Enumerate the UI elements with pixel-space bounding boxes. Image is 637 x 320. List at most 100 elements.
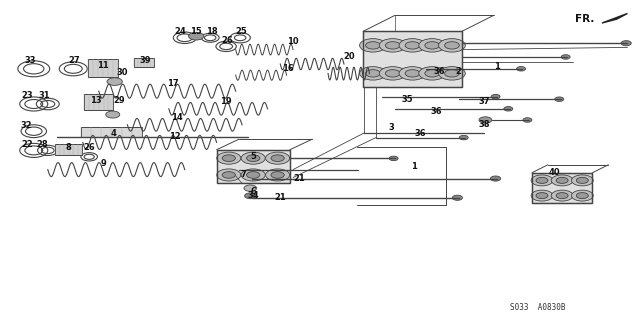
Text: 32: 32 <box>21 121 32 130</box>
Circle shape <box>571 175 593 186</box>
Polygon shape <box>602 13 627 23</box>
Circle shape <box>576 193 589 199</box>
Circle shape <box>551 175 573 186</box>
Text: 8: 8 <box>66 143 72 152</box>
Text: S033  A0830B: S033 A0830B <box>510 303 565 312</box>
Text: 28: 28 <box>36 140 48 149</box>
Circle shape <box>359 39 386 52</box>
Circle shape <box>576 177 589 183</box>
Circle shape <box>479 117 492 123</box>
Circle shape <box>504 107 513 111</box>
Bar <box>532 173 592 203</box>
Circle shape <box>556 193 568 199</box>
Circle shape <box>556 177 568 183</box>
Bar <box>55 144 82 155</box>
Circle shape <box>245 193 256 199</box>
Bar <box>217 150 290 183</box>
Text: 21: 21 <box>294 174 305 183</box>
Bar <box>134 58 154 67</box>
Circle shape <box>359 67 386 80</box>
Circle shape <box>385 70 400 77</box>
Text: 40: 40 <box>548 168 560 177</box>
Bar <box>84 94 113 110</box>
Circle shape <box>438 67 465 80</box>
Circle shape <box>217 152 241 164</box>
Circle shape <box>379 67 406 80</box>
Text: 19: 19 <box>220 97 232 106</box>
Text: 1: 1 <box>411 162 417 171</box>
Text: 36: 36 <box>431 107 442 116</box>
Text: 14: 14 <box>171 113 183 122</box>
Circle shape <box>266 169 290 181</box>
Circle shape <box>445 42 459 49</box>
Circle shape <box>491 94 500 99</box>
Circle shape <box>389 156 398 161</box>
Bar <box>363 31 462 87</box>
Circle shape <box>271 155 284 162</box>
Circle shape <box>222 155 236 162</box>
Circle shape <box>241 152 265 164</box>
Circle shape <box>385 42 400 49</box>
Text: 26: 26 <box>83 143 95 152</box>
Text: 10: 10 <box>287 37 299 46</box>
Circle shape <box>217 169 241 181</box>
Circle shape <box>405 70 420 77</box>
Text: 1: 1 <box>494 62 500 71</box>
Text: 36: 36 <box>415 129 426 138</box>
Text: 31: 31 <box>39 92 50 100</box>
Circle shape <box>379 39 406 52</box>
Circle shape <box>490 176 501 181</box>
Circle shape <box>419 39 446 52</box>
Text: 4: 4 <box>110 129 117 138</box>
Circle shape <box>399 67 426 80</box>
Text: 30: 30 <box>117 68 128 77</box>
Circle shape <box>244 185 257 191</box>
Bar <box>217 150 290 183</box>
Text: 13: 13 <box>90 96 101 105</box>
Circle shape <box>107 78 122 85</box>
Text: 5: 5 <box>250 152 257 161</box>
Circle shape <box>523 118 532 122</box>
Bar <box>88 60 118 77</box>
Text: 29: 29 <box>113 96 125 105</box>
Text: 15: 15 <box>190 27 202 36</box>
Circle shape <box>399 39 426 52</box>
Circle shape <box>106 111 120 118</box>
Circle shape <box>419 67 446 80</box>
Text: 21: 21 <box>275 193 286 202</box>
Bar <box>82 127 142 137</box>
Circle shape <box>459 135 468 140</box>
Circle shape <box>266 152 290 164</box>
Circle shape <box>536 177 548 183</box>
Circle shape <box>561 55 570 59</box>
Text: FR.: FR. <box>575 14 594 24</box>
Circle shape <box>425 42 440 49</box>
Circle shape <box>531 190 553 201</box>
Circle shape <box>425 70 440 77</box>
Circle shape <box>452 195 462 200</box>
Text: 24: 24 <box>175 27 186 36</box>
Bar <box>532 173 592 203</box>
Text: 11: 11 <box>97 61 109 70</box>
Circle shape <box>536 193 548 199</box>
Text: 18: 18 <box>206 27 217 36</box>
Text: 20: 20 <box>343 52 355 61</box>
Text: 25: 25 <box>235 27 247 36</box>
Circle shape <box>438 39 465 52</box>
Circle shape <box>189 32 204 40</box>
Circle shape <box>247 155 260 162</box>
Circle shape <box>571 190 593 201</box>
Text: 22: 22 <box>21 140 32 149</box>
Circle shape <box>241 169 265 181</box>
Text: 38: 38 <box>478 120 490 129</box>
Text: 16: 16 <box>282 64 294 73</box>
Circle shape <box>555 97 564 101</box>
Circle shape <box>222 172 236 178</box>
Text: 27: 27 <box>68 56 80 65</box>
Text: 26: 26 <box>222 36 233 45</box>
Circle shape <box>445 70 459 77</box>
Text: 9: 9 <box>101 159 107 168</box>
Text: 39: 39 <box>140 56 151 65</box>
Text: 23: 23 <box>21 92 32 100</box>
Circle shape <box>621 41 631 46</box>
